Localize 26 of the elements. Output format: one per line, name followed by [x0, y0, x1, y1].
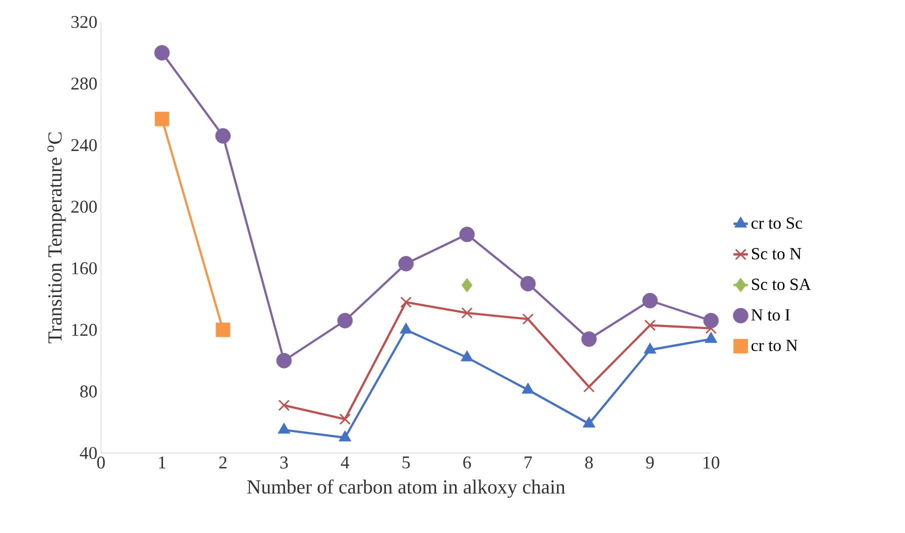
y-tick-label: 40	[80, 446, 97, 460]
x-tick-label: 8	[585, 456, 593, 469]
legend-label: cr to N	[751, 340, 798, 352]
x-axis-title: Number of carbon atom in alkoxy chain	[247, 479, 566, 498]
legend-label: Sc to N	[752, 248, 802, 260]
x-tick-label: 0	[97, 456, 105, 469]
x-tick-label: 5	[402, 456, 410, 468]
x-tick-label: 7	[524, 456, 532, 468]
x-tick-label: 6	[463, 456, 471, 469]
x-tick-label: 1	[159, 456, 166, 468]
legend-label: N to I	[751, 309, 790, 321]
y-tick-label: 320	[71, 16, 97, 28]
x-tick-label: 3	[280, 456, 288, 469]
legend-label: cr to Sc	[751, 217, 802, 229]
y-tick-label: 280	[71, 78, 97, 90]
y-tick-label: 120	[72, 324, 97, 336]
x-tick-label: 2	[219, 456, 226, 468]
x-tick-label: 9	[646, 456, 654, 469]
y-tick-label: 160	[72, 262, 97, 274]
y-tick-label: 240	[71, 139, 97, 152]
legend-label: Sc to SA	[752, 278, 811, 290]
y-tick-label: 80	[80, 385, 97, 398]
x-tick-label: 10	[704, 456, 720, 469]
x-tick-label: 4	[340, 456, 350, 468]
y-axis-title: Transition Temperature $^{o}$C	[47, 132, 66, 344]
y-tick-label: 200	[71, 200, 97, 213]
